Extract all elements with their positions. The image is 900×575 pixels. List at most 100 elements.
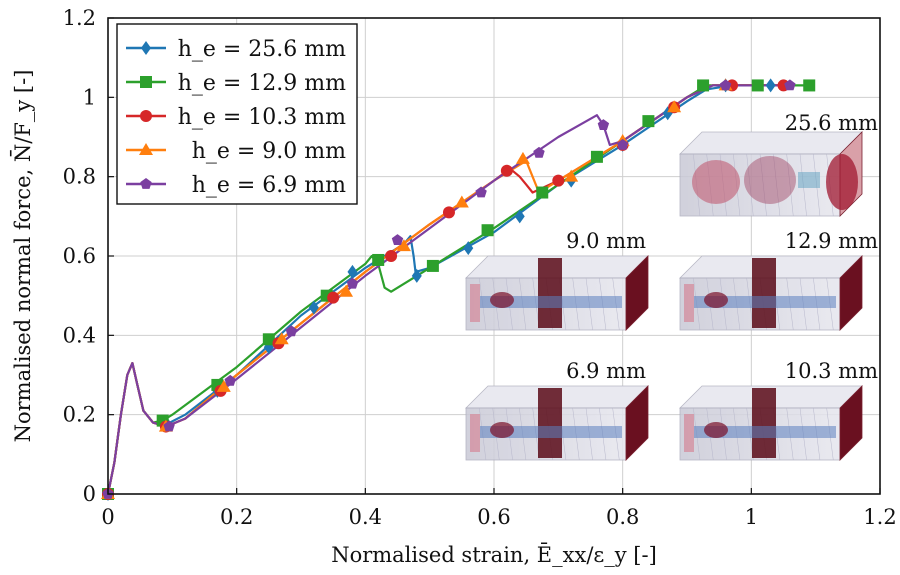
x-tick-label: 0 <box>101 505 114 529</box>
mesh-stress-band <box>752 388 776 458</box>
y-tick-label: 0.2 <box>63 403 96 427</box>
y-tick-label: 1 <box>83 85 96 109</box>
data-point <box>347 264 358 279</box>
data-point <box>667 100 682 113</box>
mesh-stress-band <box>798 172 820 188</box>
mesh-insets: 25.6 mm 9.0 mm 12.9 mm 6.9 mm 10.3 mm <box>465 111 878 461</box>
data-point <box>224 374 236 386</box>
data-point <box>533 146 545 158</box>
data-point <box>765 78 776 93</box>
data-point <box>346 277 359 289</box>
x-tick-label: 1 <box>745 505 758 529</box>
x-tick-label: 1.2 <box>863 505 896 529</box>
data-point <box>564 169 579 182</box>
data-point <box>784 79 796 91</box>
mesh-stress-band <box>490 422 514 438</box>
mesh-end-face <box>625 255 649 331</box>
mesh-inset-label: 10.3 mm <box>785 359 878 383</box>
mesh-edge <box>746 153 754 217</box>
data-point <box>751 79 764 92</box>
legend-entry: h_e = 9.0 mm <box>192 139 346 164</box>
mesh-stress-band <box>490 292 514 308</box>
data-point <box>339 284 354 297</box>
y-tick-label: 0 <box>83 482 96 506</box>
y-tick-label: 0.8 <box>63 165 96 189</box>
data-point <box>697 79 710 92</box>
data-point <box>140 110 152 122</box>
data-point <box>372 253 385 266</box>
mesh-edge <box>773 153 781 217</box>
mesh-stress-band <box>480 296 622 308</box>
data-point <box>500 164 513 177</box>
data-point <box>536 186 549 199</box>
data-point <box>590 150 603 163</box>
mesh-stress-band <box>704 422 728 438</box>
data-point <box>597 119 610 130</box>
data-point <box>481 224 494 237</box>
data-point <box>463 241 474 256</box>
mesh-stress-band <box>470 414 480 452</box>
data-point <box>426 259 439 272</box>
mesh-stress-band <box>470 284 480 322</box>
mesh-top-face <box>679 131 863 155</box>
y-axis-ticks: 0 0.2 0.4 0.6 0.8 1 1.2 <box>63 6 114 506</box>
legend-entry: h_e = 10.3 mm <box>178 105 346 130</box>
data-point <box>216 379 231 392</box>
data-point <box>396 239 411 252</box>
legend-entry: h_e = 12.9 mm <box>178 71 346 96</box>
mesh-end-face <box>839 255 863 331</box>
data-point <box>515 151 530 164</box>
data-point <box>163 420 175 432</box>
x-tick-label: 0.4 <box>349 505 382 529</box>
mesh-stress-band <box>684 414 694 452</box>
mesh-stress-band <box>480 426 622 438</box>
legend-entry: h_e = 6.9 mm <box>192 173 346 198</box>
mesh-stress-band <box>538 388 562 458</box>
legend: h_e = 25.6 mm h_e = 12.9 mm h_e = 10.3 mm h… <box>116 23 358 205</box>
data-point <box>141 41 151 55</box>
data-point <box>719 79 732 91</box>
mesh-stress-band <box>744 156 796 204</box>
mesh-stress-band <box>694 426 836 438</box>
y-tick-label: 1.2 <box>63 6 96 30</box>
x-axis-ticks: 0 0.2 0.4 0.6 0.8 1 1.2 <box>101 488 897 529</box>
x-tick-label: 0.2 <box>220 505 253 529</box>
mesh-inset <box>679 255 863 331</box>
x-tick-label: 0.6 <box>477 505 510 529</box>
mesh-stress-band <box>704 292 728 308</box>
mesh-edge <box>759 153 767 217</box>
data-point <box>139 143 153 155</box>
mesh-stress-band <box>692 160 740 204</box>
data-point <box>140 178 152 189</box>
data-point <box>514 209 525 224</box>
mesh-inset-label: 6.9 mm <box>566 359 646 383</box>
data-point <box>411 268 422 283</box>
data-point <box>454 195 469 208</box>
mesh-stress-band <box>538 258 562 328</box>
data-point <box>385 250 398 262</box>
data-point <box>262 333 275 346</box>
data-point <box>803 79 816 92</box>
data-point <box>285 325 298 337</box>
data-point <box>642 115 655 128</box>
mesh-inset <box>465 255 649 331</box>
mesh-edge <box>786 153 794 217</box>
data-point <box>442 206 455 219</box>
data-point <box>327 291 340 304</box>
series-line <box>108 84 784 494</box>
x-axis-label: Normalised strain, Ē_xx/ε_y [-] <box>331 543 657 567</box>
mesh-inset <box>679 385 863 461</box>
x-tick-label: 0.8 <box>606 505 639 529</box>
mesh-end-face <box>625 385 649 461</box>
legend-entry: h_e = 25.6 mm <box>178 37 346 62</box>
data-point <box>140 76 152 88</box>
mesh-inset-label: 12.9 mm <box>785 229 878 253</box>
mesh-inset <box>679 131 863 217</box>
mesh-inset-label: 25.6 mm <box>785 111 878 135</box>
y-axis-label: Normalised normal force, N̄/F_y [-] <box>10 70 35 443</box>
data-point <box>308 300 319 315</box>
data-point <box>552 174 565 187</box>
mesh-end-face <box>839 385 863 461</box>
y-tick-label: 0.4 <box>63 323 96 347</box>
mesh-stress-band <box>826 154 858 210</box>
